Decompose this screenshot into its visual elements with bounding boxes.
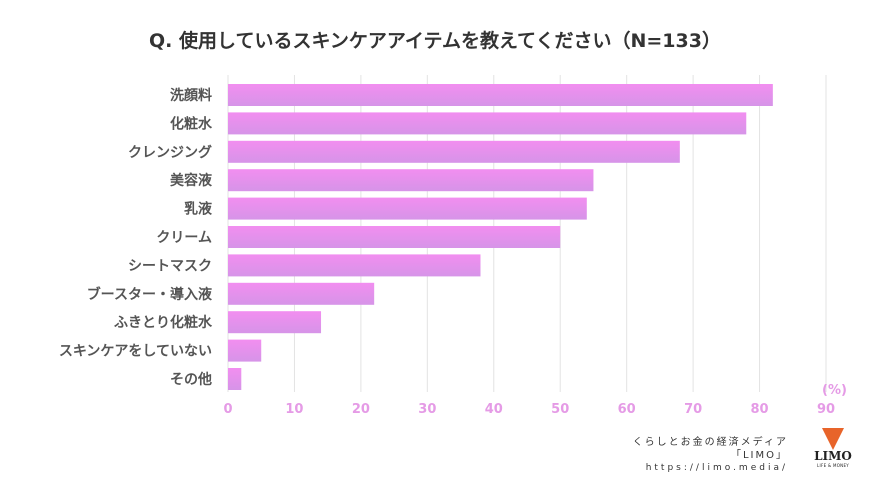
- logo-word: LIMO: [814, 449, 852, 463]
- category-label: 化粧水: [170, 115, 213, 132]
- category-label: クレンジング: [128, 144, 212, 161]
- bar: [228, 254, 481, 277]
- footer-tagline: くらしとお金の経済メディア: [632, 437, 788, 448]
- category-label: スキンケアをしていない: [59, 344, 212, 360]
- bar: [228, 368, 242, 390]
- bar: [228, 339, 262, 362]
- footer-brand: 「LIMO」: [730, 450, 788, 461]
- x-tick-label: 20: [352, 402, 370, 417]
- category-label: 洗顔料: [170, 87, 212, 104]
- x-tick-label: 10: [285, 402, 303, 417]
- x-tick-label: 0: [223, 402, 232, 417]
- unit-label: (%): [822, 383, 847, 398]
- bar: [228, 282, 375, 305]
- category-label: 乳液: [184, 201, 213, 218]
- x-tick-label: 70: [684, 402, 702, 417]
- category-label: クリーム: [156, 230, 212, 246]
- bar: [228, 197, 587, 220]
- x-tick-label: 80: [751, 402, 769, 417]
- x-tick-label: 30: [418, 402, 436, 417]
- limo-logo: LIMO LIFE & MONEY: [813, 428, 853, 468]
- category-label: 美容液: [170, 172, 213, 189]
- bar: [228, 311, 322, 334]
- chart-title: Q. 使用しているスキンケアアイテムを教えてください（N=133）: [149, 30, 721, 52]
- bar: [228, 84, 773, 106]
- x-tick-label: 40: [485, 402, 503, 417]
- logo-sub: LIFE & MONEY: [816, 463, 850, 468]
- bar: [228, 226, 561, 248]
- x-tick-label: 90: [817, 402, 835, 417]
- category-label: シートマスク: [128, 258, 212, 274]
- category-label: ブースター・導入液: [87, 286, 213, 303]
- bar: [228, 140, 680, 163]
- bar: [228, 169, 594, 192]
- bar: [228, 112, 747, 135]
- category-label: その他: [170, 371, 212, 388]
- category-label: ふきとり化粧水: [114, 314, 213, 331]
- footer-url: https://limo.media/: [645, 463, 788, 473]
- x-tick-label: 60: [618, 402, 636, 417]
- footer: くらしとお金の経済メディア 「LIMO」 https://limo.media/: [633, 436, 788, 475]
- fox-icon: [822, 428, 844, 450]
- x-tick-label: 50: [551, 402, 569, 417]
